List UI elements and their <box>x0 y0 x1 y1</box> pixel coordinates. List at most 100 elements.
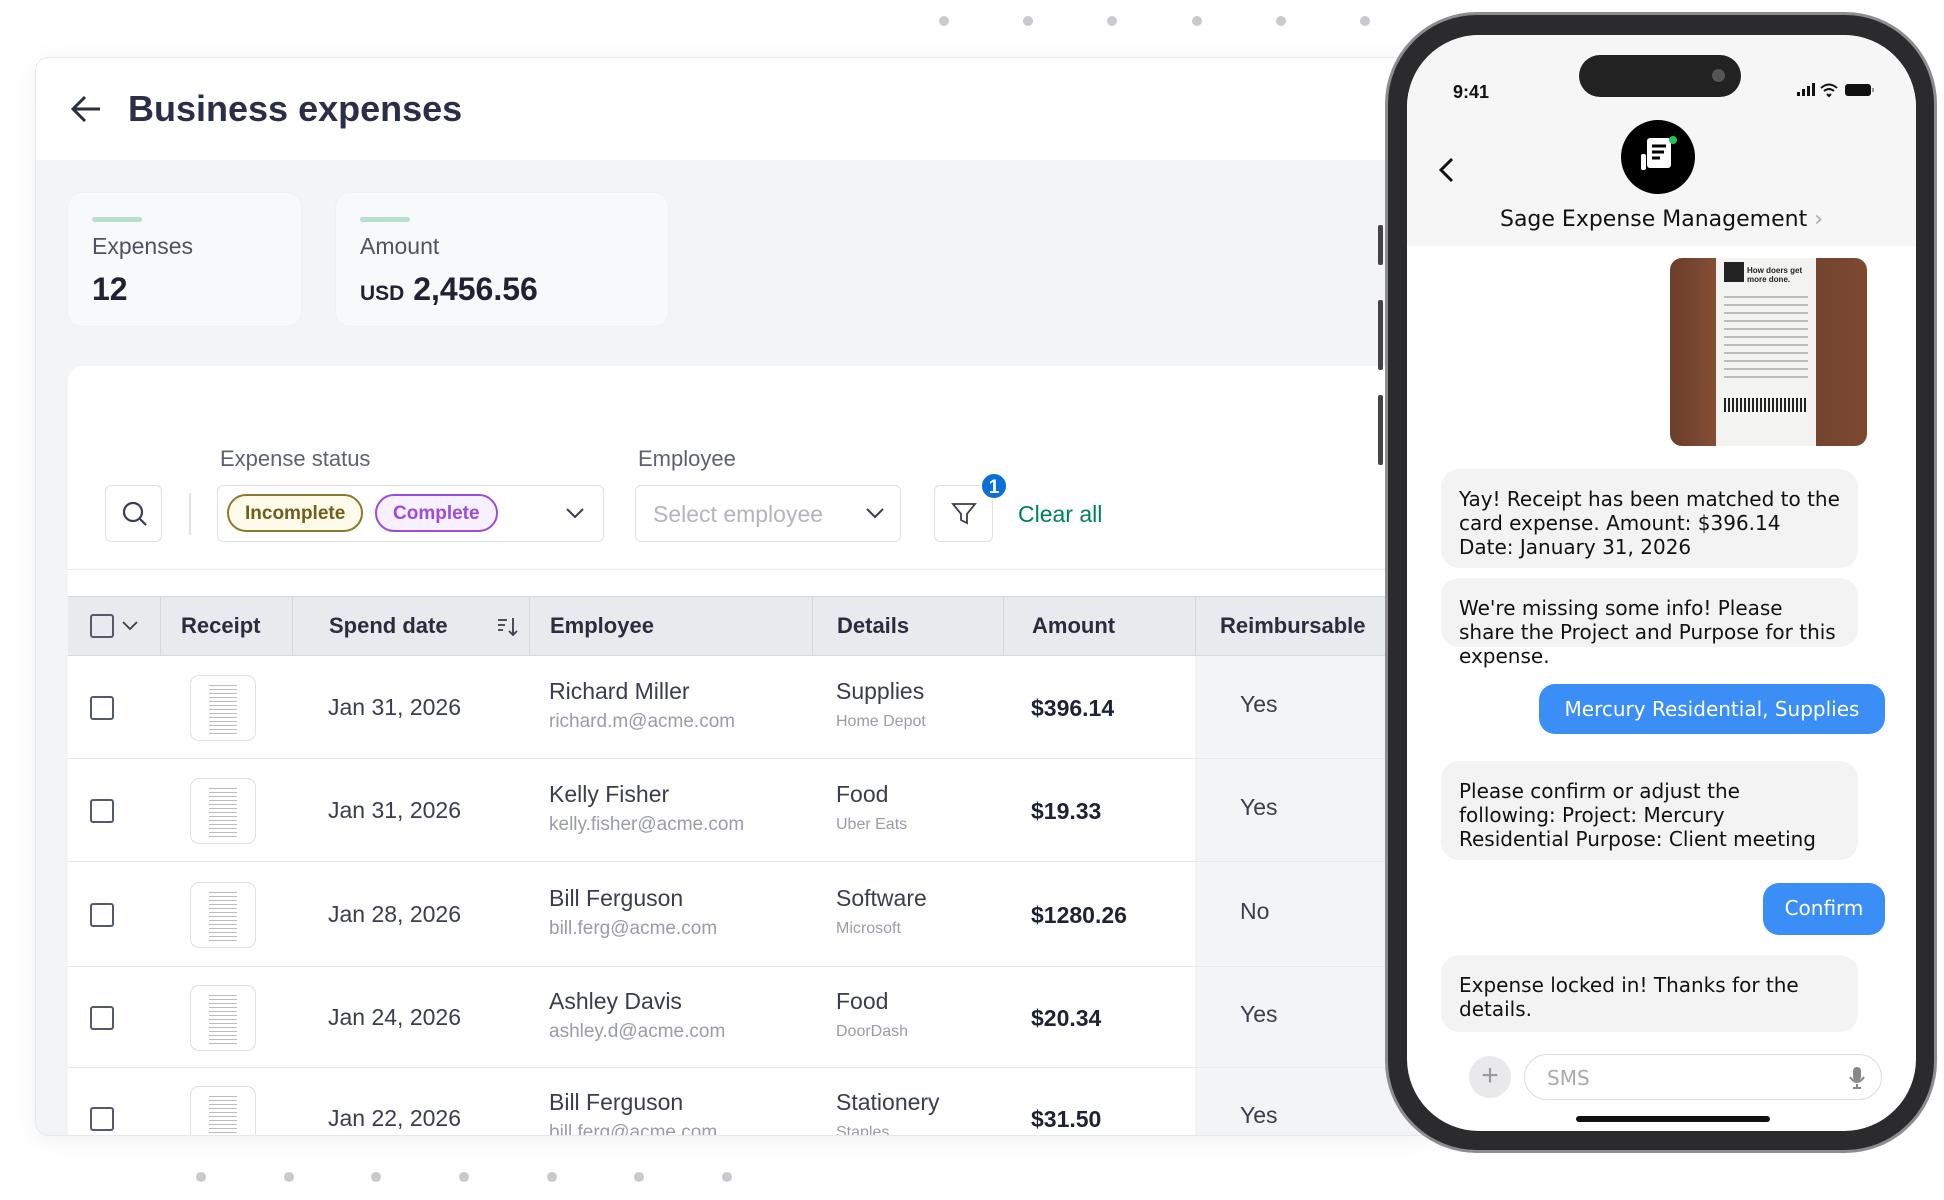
select-all-checkbox[interactable] <box>90 614 114 638</box>
row-checkbox[interactable] <box>90 902 114 927</box>
contact-avatar[interactable] <box>1621 120 1695 194</box>
reimbursable: Yes <box>1240 1000 1278 1027</box>
table-row[interactable]: Jan 31, 2026 Kelly Fisher kelly.fisher@a… <box>68 759 1434 862</box>
employee-label: Employee <box>638 446 736 471</box>
employee-name: Bill Ferguson <box>549 884 684 911</box>
back-chevron-icon[interactable] <box>1437 157 1457 183</box>
bot-message: We're missing some info! Please share th… <box>1441 578 1858 668</box>
battery-icon <box>1845 84 1874 96</box>
employee-name: Bill Ferguson <box>549 1088 684 1115</box>
table-row[interactable]: Jan 28, 2026 Bill Ferguson bill.ferg@acm… <box>68 862 1434 967</box>
row-checkbox[interactable] <box>90 798 114 823</box>
receipt-thumbnail[interactable] <box>190 1085 256 1135</box>
contact-name[interactable]: Sage Expense Management › <box>1499 207 1824 232</box>
stat-label: Amount <box>360 233 440 259</box>
sms-placeholder: SMS <box>1547 1066 1590 1090</box>
stat-label: Expenses <box>92 233 194 259</box>
col-reimbursable: Reimbursable <box>1195 597 1434 655</box>
merchant: DoorDash <box>836 1022 909 1040</box>
chevron-down-icon[interactable] <box>122 621 138 631</box>
expense-status-label: Expense status <box>220 446 371 471</box>
table-row[interactable]: Jan 22, 2026 Bill Ferguson bill.ferg@acm… <box>68 1068 1434 1136</box>
table-row[interactable]: Jan 24, 2026 Ashley Davis ashley.d@acme.… <box>68 967 1434 1068</box>
arrow-left-icon[interactable] <box>70 94 102 124</box>
amount: $19.33 <box>1031 797 1102 824</box>
col-employee: Employee <box>529 597 812 655</box>
stat-value: 12 <box>92 271 128 307</box>
expense-status-select[interactable]: Incomplete Complete <box>217 485 604 542</box>
chip-complete[interactable]: Complete <box>375 494 498 532</box>
filter-icon <box>951 503 977 525</box>
table-row[interactable]: Jan 31, 2026 Richard Miller richard.m@ac… <box>68 656 1434 759</box>
reimbursable: Yes <box>1240 793 1278 820</box>
employee-cell: Richard Miller richard.m@acme.com <box>549 678 735 733</box>
search-button[interactable] <box>105 485 162 542</box>
merchant: Home Depot <box>836 712 926 730</box>
row-checkbox[interactable] <box>90 1005 114 1030</box>
status-icons <box>1797 83 1874 98</box>
table-header: Receipt Spend date Employee Details Amou… <box>68 596 1434 656</box>
spend-date: Jan 24, 2026 <box>328 1003 462 1030</box>
chevron-down-icon <box>566 508 584 519</box>
spend-date: Jan 22, 2026 <box>328 1104 462 1131</box>
employee-email: bill.ferg@acme.com <box>549 917 718 939</box>
receipt-thumbnail[interactable] <box>190 984 256 1051</box>
contact-name-text: Sage Expense Management <box>1499 207 1808 232</box>
clear-all-link[interactable]: Clear all <box>1018 501 1103 527</box>
stat-amount: Amount USD 2,456.56 <box>336 193 668 326</box>
user-message[interactable]: Confirm <box>1763 883 1885 935</box>
receipt-logo-icon <box>1641 136 1677 170</box>
reimbursable: Yes <box>1240 690 1278 717</box>
merchant: Uber Eats <box>836 815 908 833</box>
employee-name: Richard Miller <box>549 677 690 704</box>
col-amount: Amount <box>1003 597 1195 655</box>
expense-category: Stationery <box>836 1088 940 1115</box>
details-cell: Food DoorDash <box>836 988 908 1041</box>
receipt-thumbnail[interactable] <box>190 777 256 844</box>
reimbursable: Yes <box>1240 1101 1278 1128</box>
merchant: Staples <box>836 1123 890 1136</box>
employee-cell: Ashley Davis ashley.d@acme.com <box>549 988 725 1043</box>
expense-category: Software <box>836 884 927 911</box>
filter-count-badge: 1 <box>980 472 1008 500</box>
details-cell: Supplies Home Depot <box>836 678 926 731</box>
microphone-icon[interactable] <box>1849 1066 1865 1090</box>
sort-icon[interactable] <box>497 617 519 637</box>
status-time: 9:41 <box>1453 82 1490 102</box>
bot-message: Expense locked in! Thanks for the detail… <box>1441 955 1858 1032</box>
employee-email: ashley.d@acme.com <box>549 1020 726 1042</box>
details-cell: Stationery Staples <box>836 1088 940 1136</box>
receipt-photo[interactable]: How doers get more done. <box>1670 258 1867 446</box>
employee-name: Kelly Fisher <box>549 780 670 807</box>
employee-name: Ashley Davis <box>549 987 682 1014</box>
details-cell: Food Uber Eats <box>836 781 907 834</box>
sms-input[interactable]: SMS <box>1524 1054 1882 1100</box>
expenses-card: Business expenses Expenses 12 Amount USD… <box>35 57 1435 1136</box>
details-cell: Software Microsoft <box>836 885 927 938</box>
receipt-thumbnail[interactable] <box>190 881 256 948</box>
receipt-thumbnail[interactable] <box>190 674 256 741</box>
add-attachment-button[interactable]: + <box>1469 1056 1511 1098</box>
col-label: Spend date <box>329 613 448 638</box>
bot-message: Yay! Receipt has been matched to the car… <box>1441 469 1858 568</box>
signal-icon <box>1797 83 1815 96</box>
dynamic-island <box>1579 55 1741 97</box>
expense-category: Food <box>836 987 889 1014</box>
home-indicator <box>1576 1116 1770 1122</box>
amount: $31.50 <box>1031 1105 1102 1132</box>
col-spend-date[interactable]: Spend date <box>292 597 529 655</box>
bot-message: Please confirm or adjust the following: … <box>1441 761 1858 860</box>
amount: $396.14 <box>1031 694 1115 721</box>
employee-email: bill.ferg@acme.com <box>549 1121 718 1136</box>
chip-incomplete[interactable]: Incomplete <box>227 494 364 532</box>
stat-expenses: Expenses 12 <box>68 193 301 326</box>
spend-date: Jan 31, 2026 <box>328 693 462 720</box>
page-title: Business expenses <box>128 88 463 129</box>
row-checkbox[interactable] <box>90 695 114 720</box>
row-checkbox[interactable] <box>90 1106 114 1131</box>
stat-value: 2,456.56 <box>413 271 538 307</box>
amount: $20.34 <box>1031 1004 1102 1031</box>
employee-email: kelly.fisher@acme.com <box>549 813 745 835</box>
employee-cell: Bill Ferguson bill.ferg@acme.com <box>549 1088 718 1136</box>
employee-select[interactable]: Select employee <box>635 485 901 542</box>
